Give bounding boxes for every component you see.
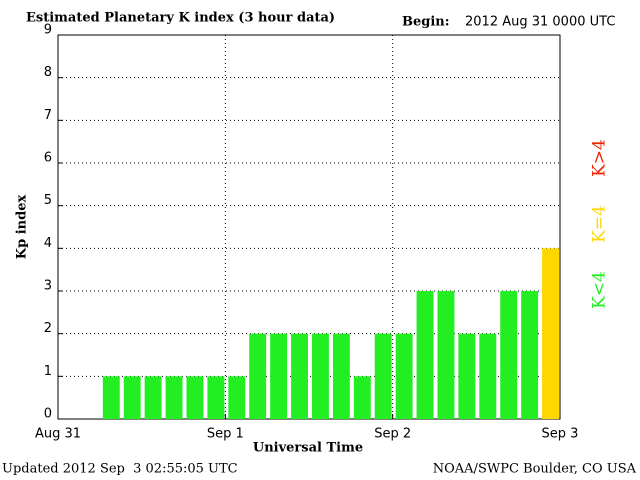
bar [165,376,183,419]
y-axis-label: Kp index [15,195,30,260]
legend-label: K<4 [590,271,610,309]
bar [542,248,559,419]
y-tick-label: 3 [44,279,52,294]
bar [521,291,539,419]
y-tick-label: 4 [44,236,52,251]
bar [186,376,204,419]
legend-label: K=4 [590,205,610,243]
y-tick-label: 2 [44,321,52,336]
bar [395,333,413,419]
bar [437,291,455,419]
bar [102,376,120,419]
y-tick-label: 5 [44,193,52,208]
x-tick-label: Sep 1 [207,427,244,442]
bar [353,376,371,419]
x-tick-label: Sep 2 [374,427,411,442]
bar [458,333,476,419]
x-tick-label: Aug 31 [35,427,81,442]
y-tick-label: 9 [44,23,52,38]
bar [207,376,225,419]
bar [270,333,288,419]
bar [123,376,141,419]
bar [500,291,518,419]
bar [249,333,267,419]
begin-label: Begin: [402,15,450,30]
source: NOAA/SWPC Boulder, CO USA [433,462,637,477]
bar [144,376,162,419]
x-tick-label: Sep 3 [542,427,579,442]
y-tick-label: 7 [44,108,52,123]
y-tick-label: 6 [44,151,52,166]
bar [374,333,392,419]
x-axis-label: Universal Time [253,441,363,456]
legend-label: K>4 [590,139,610,177]
plot-frame [57,34,561,420]
bar [228,376,246,419]
bar [312,333,329,419]
updated: Updated 2012 Sep 3 02:55:05 UTC [2,462,238,477]
bar [332,333,350,419]
begin-date: 2012 Aug 31 0000 UTC [465,15,615,30]
y-tick-label: 8 [44,65,52,80]
bar [416,291,434,419]
bar [479,333,497,419]
bar [291,333,308,419]
y-tick-label: 1 [44,364,52,379]
y-tick-label: 0 [44,407,52,422]
chart-title: Estimated Planetary K index (3 hour data… [26,11,335,26]
